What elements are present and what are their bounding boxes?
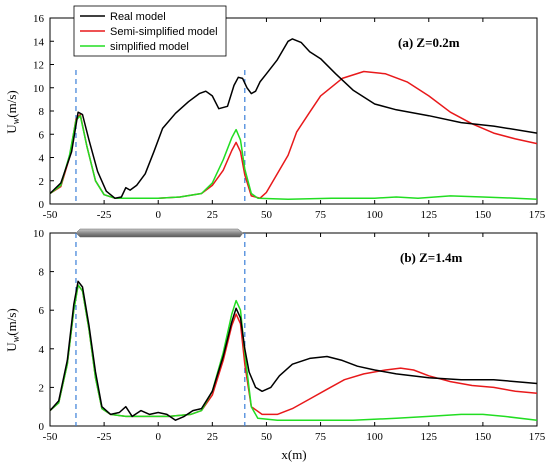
panel-a-y-tick-label: 6 [39,129,45,141]
panel-b-frame [49,232,538,427]
panel-a-x-tick-label: 75 [315,209,327,221]
panel-a-series-simplified [49,114,538,201]
panel-b-x-tick-label: 75 [315,431,327,443]
panel-a-series [49,38,538,201]
panel-b-x-tick-label: 100 [366,431,383,443]
panel-b-y-tick-label: 10 [33,228,45,240]
panel-a-y-tick-label: 16 [33,13,45,25]
panel-a-x-tick-label: 125 [421,209,438,221]
panel-a-x-tick-label: 100 [366,209,383,221]
panel-b-x-tick-label: 0 [155,431,161,443]
panel-a-x-tick-label: 150 [475,209,492,221]
panel-a-x-tick-label: -50 [43,209,58,221]
panel-a-y-tick-label: 0 [39,199,45,211]
legend: Real model Semi-simplified model simplif… [73,5,227,57]
legend-label-semi: Semi-simplified model [110,26,218,38]
panel-b-y-tick-label: 6 [39,305,45,317]
panel-a-y-tick-label: 4 [39,153,45,165]
panel-b-x-tick-label: -50 [43,431,58,443]
panel-a-label: (a) Z=0.2m [398,35,460,50]
panel-a-x-tick-label: 175 [529,209,546,221]
panel-a-y-tick-label: 14 [33,36,45,48]
panel-b-x-tick-label: 25 [207,431,219,443]
panel-b-vlines [75,233,246,426]
panel-b-x-tick-label: 175 [529,431,546,443]
panel-b: -50 -25 0 25 50 75 100 125 150 175 0 2 4 6 8 10 (b) Z=1… [4,228,546,443]
legend-label-simplified: simplified model [110,41,189,53]
panel-b-series-simplified [49,284,538,421]
panel-a-series-semi [49,70,538,199]
panel-b-x-tick-label: -25 [97,431,112,443]
panel-a-x-tick-label: 25 [207,209,219,221]
panel-a-y-tick-label: 8 [39,106,45,118]
panel-b-y-tick-label: 8 [39,267,45,279]
panel-b-y-tick-label: 4 [39,344,45,356]
vehicle-silhouette [75,228,244,238]
panel-a-y-axis-title: Uw(m/s) [4,90,22,134]
panel-a-vlines [75,70,246,204]
panel-b-x-tick-label: 50 [261,431,273,443]
panel-a-series-real [49,38,538,199]
panel-b-label: (b) Z=1.4m [400,250,462,265]
panel-a-y-tick-label: 10 [33,83,45,95]
panel-b-x-tick-label: 150 [475,431,492,443]
panel-a-x-tick-label: -25 [97,209,112,221]
panel-b-y-axis-title: Uw(m/s) [4,308,22,352]
panel-b-y-tick-label: 0 [39,421,45,433]
panel-a: -50 -25 0 25 50 75 100 125 150 175 0 2 4 6 8 10 12 14 16 (… [4,5,546,221]
panel-b-series-real [49,280,538,421]
panel-b-ticks: -50 -25 0 25 50 75 100 125 150 175 0 2 4 6 8 10 [33,228,546,443]
x-axis-title: x(m) [281,447,306,462]
panel-b-x-tick-label: 125 [421,431,438,443]
panel-b-series [49,280,538,421]
panel-a-x-tick-label: 50 [261,209,273,221]
panel-b-series-semi [49,284,538,418]
legend-label-real: Real model [110,11,166,23]
panel-a-y-tick-label: 2 [39,176,45,188]
panel-a-x-tick-label: 0 [155,209,161,221]
panel-b-y-tick-label: 2 [39,382,45,394]
panel-a-y-tick-label: 12 [33,60,44,72]
